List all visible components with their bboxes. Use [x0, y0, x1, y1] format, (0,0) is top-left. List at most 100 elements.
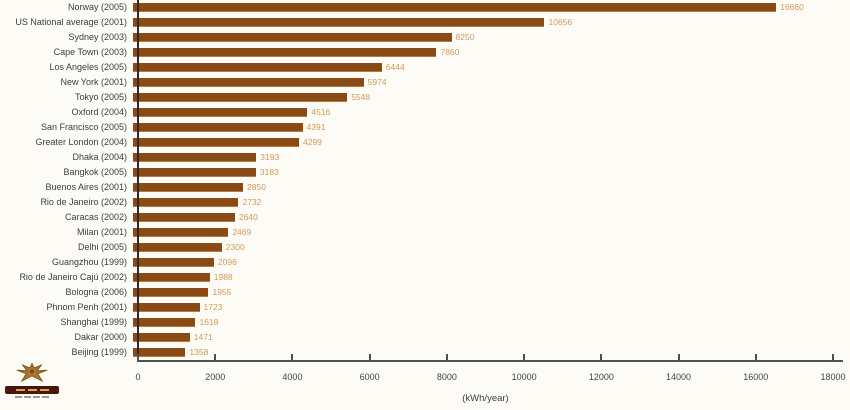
watermark-subtext: [3, 396, 61, 398]
value-label: 4391: [306, 122, 326, 132]
bar-track: 2096: [133, 258, 828, 267]
category-label: Rio de Janeiro (2002): [40, 197, 127, 207]
bar: [133, 93, 348, 102]
bar-row: Rio de Janeiro Cajú (2002) 1988: [0, 270, 833, 285]
bar-track: 2732: [133, 198, 828, 207]
value-label: 2732: [242, 197, 262, 207]
bar: [133, 18, 545, 27]
bar-row: Bologna (2006) 1955: [0, 285, 833, 300]
bar-track: 1358: [133, 348, 828, 357]
bar-track: 1988: [133, 273, 828, 282]
value-label: 8250: [455, 32, 475, 42]
bar: [133, 108, 308, 117]
value-label: 3183: [259, 167, 279, 177]
bar: [133, 213, 235, 222]
bar-track: 16660: [133, 3, 828, 12]
bar-row: New York (2001) 5974: [0, 75, 833, 90]
value-label: 4516: [311, 107, 331, 117]
category-label: Los Angeles (2005): [49, 62, 127, 72]
category-label: Bologna (2006): [65, 287, 127, 297]
bar: [133, 348, 186, 357]
category-label: Tokyo (2005): [74, 92, 127, 102]
bar: [133, 48, 437, 57]
category-label: Oxford (2004): [71, 107, 127, 117]
category-label: Dhaka (2004): [72, 152, 127, 162]
bar: [133, 168, 256, 177]
bar-row: Dhaka (2004) 3193: [0, 150, 833, 165]
watermark-banner: [5, 386, 59, 394]
bar: [133, 123, 303, 132]
bar-rows: Norway (2005) 16660 US National average (2…: [0, 0, 833, 357]
value-label: 5548: [351, 92, 371, 102]
category-label: Dakar (2000): [74, 332, 127, 342]
category-label: Beijing (1999): [71, 347, 127, 357]
x-tick-label: 6000: [359, 372, 380, 382]
value-label: 3193: [260, 152, 280, 162]
bar-row: US National average (2001) 10656: [0, 15, 833, 30]
category-label: Greater London (2004): [35, 137, 127, 147]
category-label: Bangkok (2005): [63, 167, 127, 177]
value-label: 6444: [385, 62, 405, 72]
value-label: 5974: [367, 77, 387, 87]
category-label: New York (2001): [60, 77, 127, 87]
bar-row: Cape Town (2003) 7860: [0, 45, 833, 60]
category-label: Milan (2001): [76, 227, 127, 237]
bar-track: 7860: [133, 48, 828, 57]
bar-row: Milan (2001) 2469: [0, 225, 833, 240]
bar-track: 2469: [133, 228, 828, 237]
bar-row: Rio de Janeiro (2002) 2732: [0, 195, 833, 210]
bar: [133, 78, 364, 87]
bar-track: 2300: [133, 243, 828, 252]
x-tick-label: 2000: [205, 372, 226, 382]
bar-track: 3183: [133, 168, 828, 177]
bar-row: Tokyo (2005) 5548: [0, 90, 833, 105]
category-label: Sydney (2003): [68, 32, 127, 42]
bar-row: Sydney (2003) 8250: [0, 30, 833, 45]
bar: [133, 288, 209, 297]
value-label: 2096: [217, 257, 237, 267]
value-label: 7860: [440, 47, 460, 57]
bar-track: 5548: [133, 93, 828, 102]
bar-row: Shanghai (1999) 1618: [0, 315, 833, 330]
bar: [133, 318, 196, 327]
bar-row: Norway (2005) 16660: [0, 0, 833, 15]
bar-track: 8250: [133, 33, 828, 42]
value-label: 2640: [238, 212, 258, 222]
bar: [133, 273, 210, 282]
x-tick-label: 12000: [588, 372, 614, 382]
bar-track: 4299: [133, 138, 828, 147]
value-label: 1988: [213, 272, 233, 282]
value-label: 2469: [232, 227, 252, 237]
value-label: 1471: [193, 332, 213, 342]
bar-track: 1471: [133, 333, 828, 342]
value-label: 2300: [225, 242, 245, 252]
value-label: 10656: [548, 17, 573, 27]
value-label: 16660: [780, 2, 804, 12]
x-tick-label: 10000: [511, 372, 537, 382]
bar: [133, 303, 200, 312]
bar: [133, 198, 239, 207]
bar-track: 10656: [133, 18, 828, 27]
bar: [133, 333, 190, 342]
bar-row: Dakar (2000) 1471: [0, 330, 833, 345]
x-tick-label: 14000: [666, 372, 692, 382]
bar-track: 4391: [133, 123, 828, 132]
bar-track: 2640: [133, 213, 828, 222]
category-label: Guangzhou (1999): [51, 257, 127, 267]
category-label: Phnom Penh (2001): [46, 302, 127, 312]
value-label: 1723: [203, 302, 223, 312]
bar-track: 5974: [133, 78, 828, 87]
eagle-emblem-icon: [16, 362, 48, 382]
category-label: Delhi (2005): [77, 242, 127, 252]
bar-row: Delhi (2005) 2300: [0, 240, 833, 255]
category-label: Shanghai (1999): [60, 317, 127, 327]
bar-row: Buenos Aires (2001) 2850: [0, 180, 833, 195]
bar: [133, 183, 244, 192]
value-label: 1358: [189, 347, 209, 357]
bar-track: 3193: [133, 153, 828, 162]
bar: [133, 258, 214, 267]
value-label: 2850: [247, 182, 266, 192]
value-label: 1618: [199, 317, 219, 327]
bar-row: Guangzhou (1999) 2096: [0, 255, 833, 270]
bar: [133, 153, 257, 162]
